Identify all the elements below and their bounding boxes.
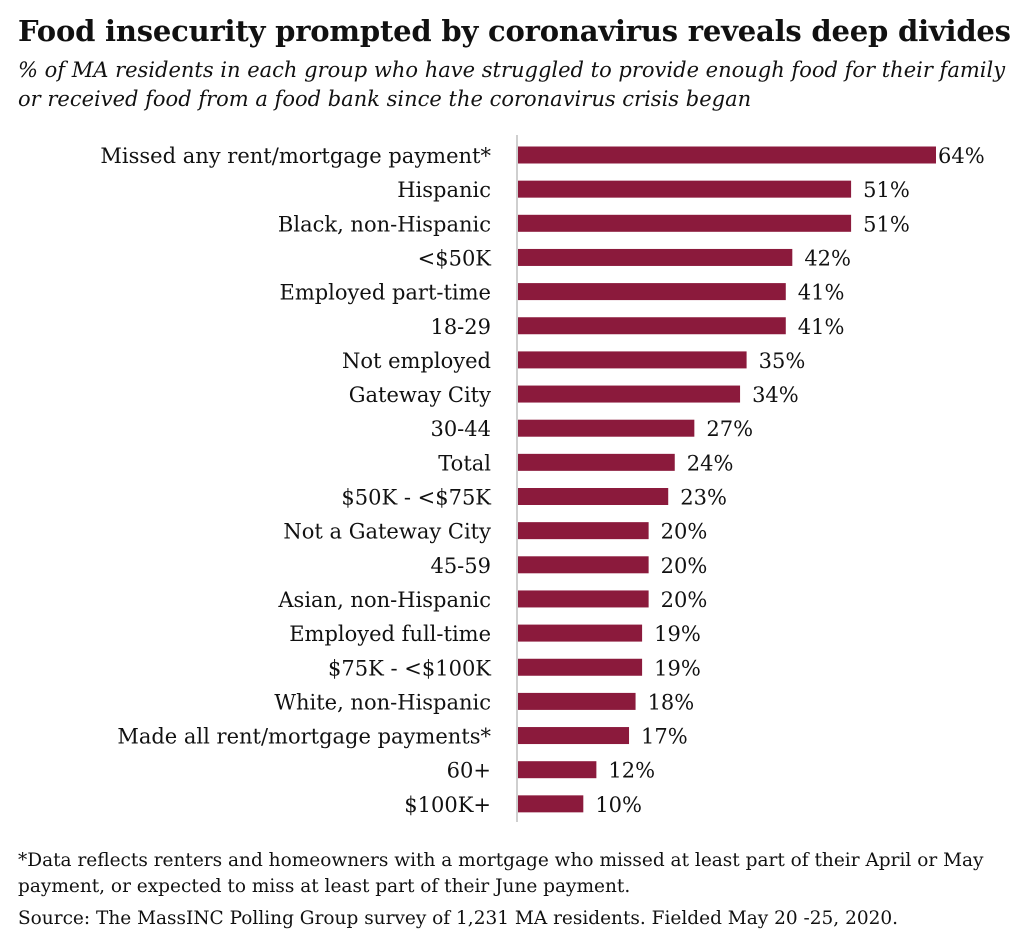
bar: [518, 761, 597, 779]
bar: [518, 385, 741, 403]
category-label: $50K - <$75K: [341, 486, 491, 510]
data-label: 20%: [661, 588, 708, 612]
bar: [518, 488, 669, 505]
category-label: 45-59: [430, 554, 491, 578]
bar-chart: Missed any rent/mortgage payment* 64% Hisp…: [100, 135, 985, 822]
data-label: 19%: [654, 622, 701, 646]
data-label: 42%: [804, 246, 851, 270]
chart-subtitle: % of MA residents in each group who have…: [18, 58, 1006, 111]
bar: [518, 248, 793, 266]
category-label: $100K+: [404, 793, 491, 817]
category-label: <$50K: [418, 246, 492, 270]
bar: [518, 522, 649, 540]
category-label: Gateway City: [349, 383, 491, 407]
data-label: 20%: [661, 520, 708, 544]
bar: [518, 419, 695, 437]
data-label: 18%: [648, 690, 695, 714]
data-label: 24%: [687, 451, 734, 475]
bar: [518, 317, 786, 335]
data-label: 34%: [752, 383, 799, 407]
bar: [518, 180, 852, 198]
category-label: 60+: [447, 759, 491, 783]
bar: [518, 283, 786, 301]
data-label: 17%: [641, 725, 688, 749]
data-label: 27%: [706, 417, 753, 441]
bar: [518, 590, 649, 608]
category-label: Asian, non-Hispanic: [277, 588, 491, 612]
category-label: Missed any rent/mortgage payment*: [100, 144, 491, 168]
category-label: Black, non-Hispanic: [278, 212, 491, 236]
bar: [518, 624, 643, 642]
category-label: Not employed: [342, 349, 491, 373]
bar: [518, 556, 649, 574]
bar: [518, 214, 852, 232]
bar: [518, 658, 643, 676]
data-label: 10%: [595, 793, 642, 817]
data-label: 12%: [608, 759, 655, 783]
chart-title: Food insecurity prompted by coronavirus …: [18, 14, 1011, 48]
bar: [518, 795, 584, 813]
category-label: Total: [438, 451, 491, 475]
category-label: Hispanic: [397, 178, 491, 202]
data-label: 23%: [680, 486, 727, 510]
category-label: $75K - <$100K: [328, 656, 491, 680]
data-label: 64%: [938, 144, 985, 168]
category-label: Employed part-time: [280, 281, 492, 305]
data-label: 19%: [654, 656, 701, 680]
category-label: Made all rent/mortgage payments*: [117, 725, 491, 749]
category-label: White, non-Hispanic: [274, 690, 491, 714]
footnote: *Data reflects renters and homeowners wi…: [18, 850, 984, 897]
category-label: Not a Gateway City: [283, 520, 491, 544]
bar: [518, 692, 636, 710]
bar: [518, 146, 936, 164]
data-label: 35%: [759, 349, 806, 373]
data-label: 41%: [798, 281, 845, 305]
bar: [518, 727, 630, 745]
data-label: 51%: [863, 212, 910, 236]
data-label: 41%: [798, 315, 845, 339]
source-note: Source: The MassINC Polling Group survey…: [18, 908, 899, 929]
category-label: Employed full-time: [289, 622, 491, 646]
category-label: 30-44: [430, 417, 491, 441]
bar: [518, 351, 747, 369]
data-label: 20%: [661, 554, 708, 578]
bar: [518, 453, 675, 471]
category-label: 18-29: [430, 315, 491, 339]
data-label: 51%: [863, 178, 910, 202]
